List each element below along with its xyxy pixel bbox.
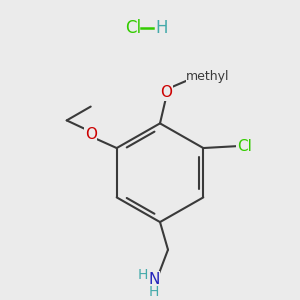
Text: O: O [85, 127, 97, 142]
Text: methyl: methyl [186, 70, 230, 83]
Text: Cl: Cl [125, 19, 141, 37]
Text: H: H [155, 19, 167, 37]
Text: N: N [148, 272, 160, 287]
Text: H: H [149, 285, 159, 299]
Text: O: O [160, 85, 172, 100]
Text: H: H [138, 268, 148, 282]
Text: Cl: Cl [237, 139, 252, 154]
